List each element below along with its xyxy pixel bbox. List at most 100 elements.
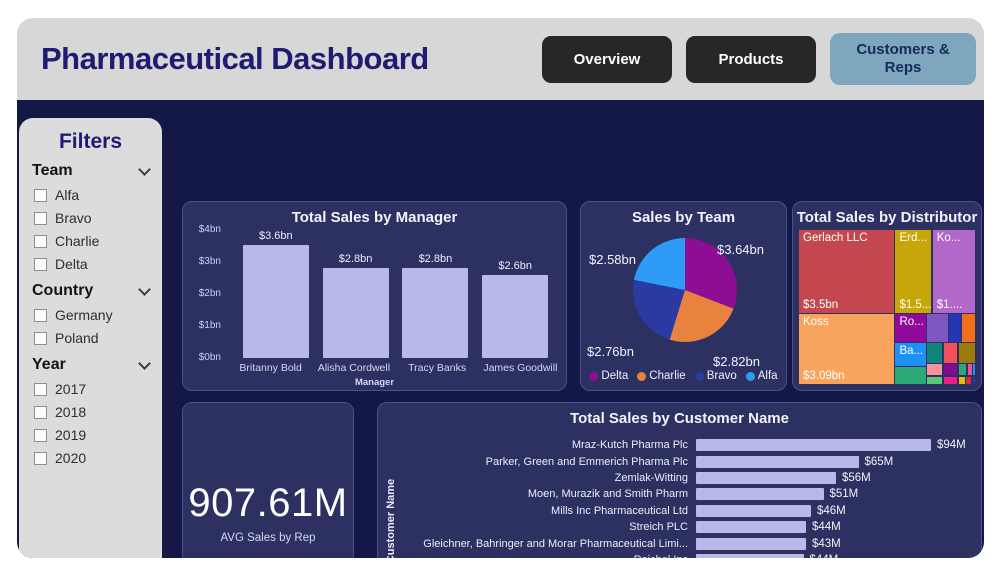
filter-option-alfa[interactable]: Alfa bbox=[34, 187, 147, 203]
avg-sales-by-rep-card: 907.61M AVG Sales by Rep bbox=[182, 402, 354, 558]
bar-moen-murazik-and-smith-pharm[interactable] bbox=[696, 488, 824, 501]
treemap-tile-ro[interactable]: Ro... bbox=[895, 314, 927, 342]
treemap-tile[interactable] bbox=[895, 367, 927, 384]
legend-swatch bbox=[589, 371, 599, 381]
bar-parker-green-and-emmerich-pharma-plc[interactable] bbox=[696, 455, 859, 468]
filter-option-2020[interactable]: 2020 bbox=[34, 450, 147, 466]
treemap-tile[interactable] bbox=[927, 364, 943, 376]
checkbox[interactable] bbox=[34, 331, 47, 345]
pie-legend: Delta Charlie Bravo Alfa bbox=[581, 370, 786, 382]
y-tick-label: $1bn bbox=[198, 320, 221, 331]
filter-group-country: Country Germany Poland bbox=[19, 282, 162, 346]
x-axis-title: Manager bbox=[354, 377, 395, 388]
treemap-tile[interactable] bbox=[927, 314, 948, 342]
nav-customers-reps-button[interactable]: Customers & Reps bbox=[830, 33, 976, 85]
hbar-row: Mraz-Kutch Pharma Plc $94M bbox=[400, 437, 975, 453]
treemap-tile-ko[interactable]: Ko... $1.... bbox=[932, 230, 975, 314]
filter-group-header-team[interactable]: Team bbox=[32, 162, 151, 180]
y-axis: $0bn $1bn $2bn $3bn $4bn bbox=[183, 224, 229, 363]
checkbox[interactable] bbox=[34, 405, 47, 419]
checkbox[interactable] bbox=[34, 188, 47, 202]
chevron-down-icon[interactable] bbox=[138, 356, 151, 370]
kpi-label: AVG Sales by Rep bbox=[220, 531, 316, 544]
treemap-tile[interactable] bbox=[972, 376, 975, 384]
treemap-tile-ba[interactable]: Ba... bbox=[895, 343, 927, 367]
filter-option-2018[interactable]: 2018 bbox=[34, 404, 147, 420]
legend-item-charlie[interactable]: Charlie bbox=[637, 370, 686, 382]
bar-gleichner-bahringer-and-morar-pharmaceut[interactable] bbox=[696, 537, 806, 550]
chevron-down-icon[interactable] bbox=[138, 162, 151, 176]
treemap-tile[interactable] bbox=[948, 314, 961, 342]
treemap-tile[interactable] bbox=[962, 314, 975, 342]
category-label: Moen, Murazik and Smith Pharm bbox=[527, 488, 688, 501]
x-tick-label: Tracy Banks bbox=[408, 362, 467, 374]
checkbox-label: 2019 bbox=[55, 427, 87, 443]
bar-value-label: $44M bbox=[810, 554, 839, 558]
legend-swatch bbox=[637, 371, 647, 381]
pie-chart[interactable] bbox=[633, 238, 737, 342]
bar-streich-plc[interactable] bbox=[696, 521, 806, 534]
treemap-tile-gerlach-llc[interactable]: Gerlach LLC $3.5bn bbox=[799, 230, 895, 314]
checkbox[interactable] bbox=[34, 234, 47, 248]
treemap-tile[interactable] bbox=[966, 376, 972, 384]
filter-option-germany[interactable]: Germany bbox=[34, 307, 147, 323]
bar-britanny-bold[interactable] bbox=[242, 245, 309, 358]
bar-tracy-banks[interactable] bbox=[402, 268, 469, 358]
treemap-tile[interactable] bbox=[958, 376, 965, 384]
checkbox[interactable] bbox=[34, 257, 47, 271]
treemap-tile-erd[interactable]: Erd... $1.5... bbox=[895, 230, 932, 314]
filter-option-bravo[interactable]: Bravo bbox=[34, 210, 147, 226]
tile-value: $1.5... bbox=[899, 299, 932, 312]
checkbox[interactable] bbox=[34, 382, 47, 396]
legend-item-bravo[interactable]: Bravo bbox=[694, 370, 737, 382]
checkbox[interactable] bbox=[34, 308, 47, 322]
nav-products-button[interactable]: Products bbox=[686, 35, 816, 83]
bar-mraz-kutch-pharma-plc[interactable] bbox=[696, 439, 931, 452]
treemap-tile[interactable] bbox=[958, 343, 975, 364]
bar-james-goodwill[interactable] bbox=[482, 274, 549, 358]
treemap-tile[interactable] bbox=[958, 364, 967, 376]
treemap-tile[interactable] bbox=[927, 376, 943, 384]
bar-mills-inc-pharmaceutical-ltd[interactable] bbox=[696, 504, 811, 517]
checkbox[interactable] bbox=[34, 211, 47, 225]
treemap-tile[interactable] bbox=[972, 364, 975, 376]
chevron-down-icon[interactable] bbox=[138, 282, 151, 296]
y-tick-label: $0bn bbox=[198, 352, 221, 363]
filter-group-header-year[interactable]: Year bbox=[32, 356, 151, 374]
treemap-tile[interactable] bbox=[967, 364, 972, 376]
legend-item-delta[interactable]: Delta bbox=[589, 370, 628, 382]
treemap-tile[interactable] bbox=[943, 343, 958, 364]
dashboard: Pharmaceutical Dashboard Overview Produc… bbox=[17, 18, 984, 558]
pie-slice-label-bravo: $2.76bn bbox=[587, 344, 634, 359]
bar-alisha-cordwell[interactable] bbox=[322, 268, 389, 358]
checkbox[interactable] bbox=[34, 451, 47, 465]
filter-option-poland[interactable]: Poland bbox=[34, 330, 147, 346]
treemap-tile[interactable] bbox=[943, 376, 958, 384]
tile-value: $3.09bn bbox=[803, 369, 845, 382]
treemap-tile-koss[interactable]: Koss $3.09bn bbox=[799, 314, 895, 384]
bar-reichel-inc[interactable] bbox=[696, 553, 804, 558]
filter-option-delta[interactable]: Delta bbox=[34, 256, 147, 272]
checkbox-label: 2018 bbox=[55, 404, 87, 420]
chart-title: Total Sales by Customer Name bbox=[570, 410, 789, 427]
checkbox-label: Charlie bbox=[55, 233, 100, 249]
tile-name: Ba... bbox=[899, 345, 924, 358]
hbar-row: Parker, Green and Emmerich Pharma Plc $65… bbox=[400, 453, 975, 469]
bar-value-label: $3.6bn bbox=[258, 230, 293, 242]
treemap-tile[interactable] bbox=[927, 343, 943, 364]
category-label: Mraz-Kutch Pharma Plc bbox=[571, 439, 688, 452]
filter-option-charlie[interactable]: Charlie bbox=[34, 233, 147, 249]
y-tick-label: $4bn bbox=[198, 224, 221, 235]
filter-group-header-country[interactable]: Country bbox=[32, 282, 151, 300]
treemap-tile[interactable] bbox=[943, 364, 958, 376]
filter-option-2019[interactable]: 2019 bbox=[34, 427, 147, 443]
checkbox[interactable] bbox=[34, 428, 47, 442]
filter-option-2017[interactable]: 2017 bbox=[34, 381, 147, 397]
nav-overview-button[interactable]: Overview bbox=[542, 35, 672, 83]
legend-item-alfa[interactable]: Alfa bbox=[745, 370, 778, 382]
bar-value-label: $2.6bn bbox=[498, 259, 533, 272]
bar-value-label: $44M bbox=[812, 521, 841, 534]
legend-swatch bbox=[694, 371, 704, 381]
bar-zemlak-witting[interactable] bbox=[696, 471, 836, 484]
checkbox-label: Delta bbox=[55, 256, 88, 272]
